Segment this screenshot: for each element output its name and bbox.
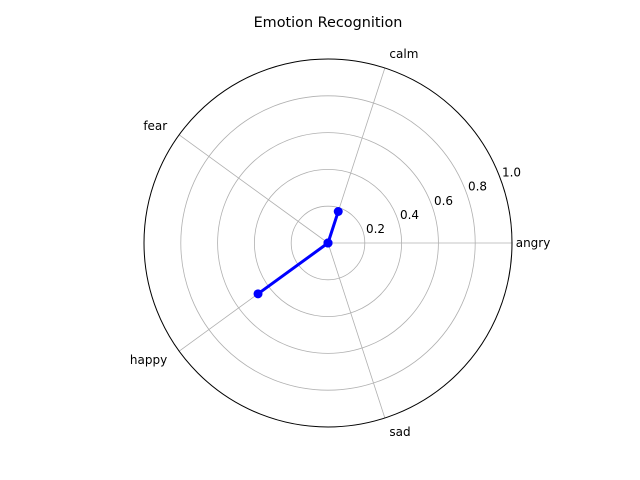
labels: angry calm fear happy sad 0.2 0.4 0.6 0.8 1.0 [130, 47, 550, 439]
chart-title: Emotion Recognition [254, 15, 403, 31]
category-label-angry: angry [516, 236, 551, 250]
polar-frame [143, 58, 513, 428]
radial-tick-label-3: 0.8 [468, 180, 487, 194]
category-label-sad: sad [389, 425, 410, 439]
radial-tick-label-0: 0.2 [366, 222, 385, 236]
grid [178, 67, 512, 419]
frame [143, 58, 513, 428]
radial-tick-label-2: 0.6 [434, 194, 453, 208]
category-label-happy: happy [130, 353, 167, 367]
radial-tick-label-1: 0.4 [400, 208, 419, 222]
radial-tick-label-4: 1.0 [502, 166, 521, 180]
spoke-fear [178, 134, 329, 244]
data-point-sad [323, 238, 333, 248]
data-point-happy [253, 289, 263, 299]
series-line-0 [256, 210, 340, 296]
spoke-sad [327, 242, 386, 419]
series [253, 207, 343, 299]
category-label-calm: calm [389, 47, 418, 61]
data-point-calm [333, 207, 343, 217]
category-label-fear: fear [143, 119, 167, 133]
